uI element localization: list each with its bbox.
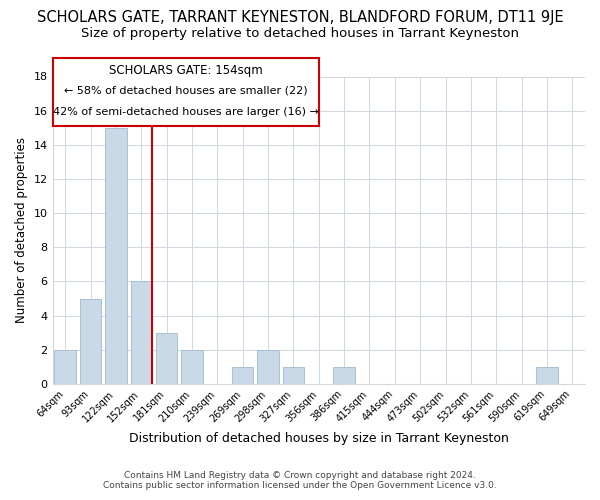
Bar — [131, 282, 152, 384]
Text: Size of property relative to detached houses in Tarrant Keyneston: Size of property relative to detached ho… — [81, 28, 519, 40]
Text: Contains HM Land Registry data © Crown copyright and database right 2024.
Contai: Contains HM Land Registry data © Crown c… — [103, 470, 497, 490]
FancyBboxPatch shape — [53, 58, 319, 126]
Bar — [257, 350, 279, 384]
Bar — [232, 367, 253, 384]
Bar — [536, 367, 558, 384]
Bar — [156, 332, 178, 384]
Bar — [181, 350, 203, 384]
X-axis label: Distribution of detached houses by size in Tarrant Keyneston: Distribution of detached houses by size … — [129, 432, 509, 445]
Bar — [80, 298, 101, 384]
Bar — [55, 350, 76, 384]
Bar — [283, 367, 304, 384]
Y-axis label: Number of detached properties: Number of detached properties — [15, 137, 28, 323]
Text: SCHOLARS GATE: 154sqm: SCHOLARS GATE: 154sqm — [109, 64, 263, 77]
Text: ← 58% of detached houses are smaller (22): ← 58% of detached houses are smaller (22… — [64, 86, 307, 96]
Bar — [334, 367, 355, 384]
Text: SCHOLARS GATE, TARRANT KEYNESTON, BLANDFORD FORUM, DT11 9JE: SCHOLARS GATE, TARRANT KEYNESTON, BLANDF… — [37, 10, 563, 25]
Text: 42% of semi-detached houses are larger (16) →: 42% of semi-detached houses are larger (… — [53, 107, 319, 117]
Bar — [105, 128, 127, 384]
